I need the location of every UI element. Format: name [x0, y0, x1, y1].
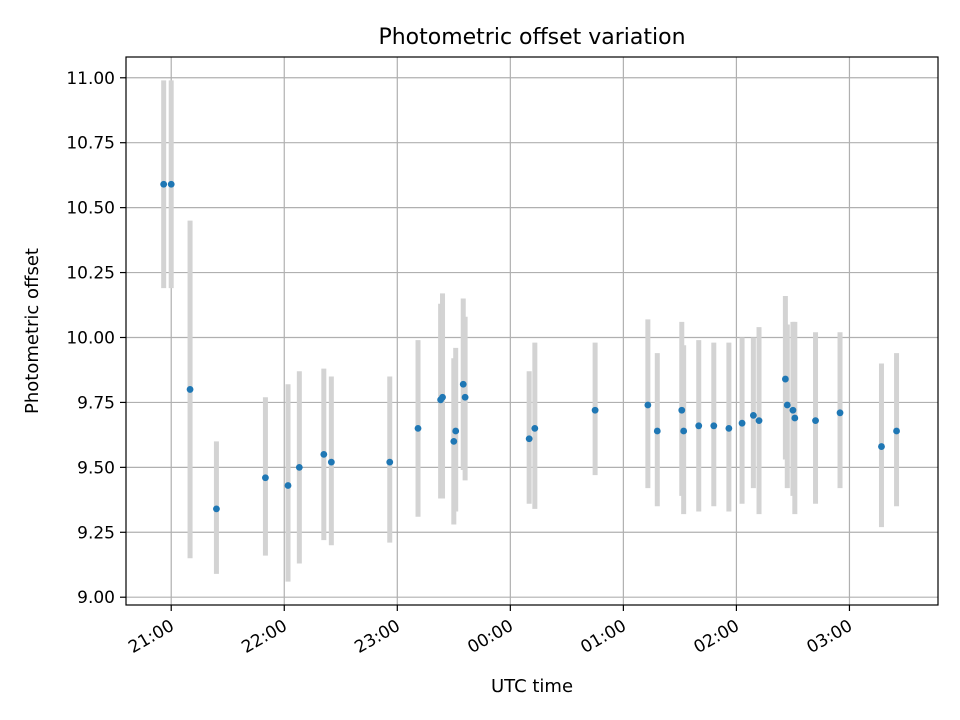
data-point [167, 180, 175, 188]
x-tick-label: 03:00 [804, 616, 856, 658]
x-tick-label: 00:00 [464, 616, 516, 658]
data-point [262, 474, 269, 482]
data-point [450, 437, 458, 445]
data-point [680, 427, 688, 435]
data-point [386, 458, 394, 466]
data-point [878, 443, 885, 450]
y-tick-label: 9.25 [77, 523, 115, 543]
data-point [812, 417, 819, 425]
y-tick-label: 10.50 [66, 199, 115, 219]
data-points [160, 180, 900, 513]
x-tick-label: 01:00 [577, 616, 629, 658]
x-tick-label: 21:00 [125, 616, 177, 658]
error-bars [161, 80, 900, 582]
y-axis-label: Photometric offset [22, 248, 43, 414]
y-tick-label: 9.75 [77, 393, 115, 413]
data-point [781, 375, 789, 383]
data-point [725, 424, 733, 432]
data-point [653, 427, 661, 435]
data-point [414, 424, 422, 432]
chart-title: Photometric offset variation [378, 25, 685, 50]
data-point [893, 427, 900, 435]
data-point [783, 401, 791, 409]
data-point [644, 401, 652, 409]
y-tick-label: 9.00 [77, 588, 115, 608]
y-tick-label: 10.25 [66, 264, 115, 284]
data-point [213, 505, 220, 513]
data-point [710, 422, 718, 430]
data-point [160, 180, 168, 188]
x-tick-label: 02:00 [690, 616, 742, 658]
data-point [789, 406, 797, 414]
data-point [591, 406, 599, 414]
data-point [461, 393, 469, 401]
data-point [295, 463, 303, 471]
data-point [186, 386, 194, 393]
data-point [678, 406, 686, 414]
data-point [284, 482, 292, 489]
grid [126, 57, 938, 605]
data-point [791, 414, 799, 422]
y-tick-label: 10.00 [66, 328, 115, 348]
y-tick-label: 10.75 [66, 134, 115, 154]
data-point [749, 412, 757, 419]
data-point [320, 450, 328, 458]
data-point [738, 419, 746, 427]
data-point [755, 417, 763, 425]
x-axis-label: UTC time [491, 676, 573, 697]
data-point [836, 409, 844, 417]
data-point [531, 424, 539, 432]
data-point [439, 393, 446, 401]
data-point [525, 435, 533, 443]
x-tick-label: 22:00 [238, 616, 290, 658]
data-point [695, 422, 703, 430]
data-point [327, 458, 335, 466]
data-point [452, 427, 460, 435]
y-tick-label: 11.00 [66, 69, 115, 89]
y-tick-label: 9.50 [77, 458, 115, 478]
x-tick-label: 23:00 [351, 616, 403, 658]
plot-area [125, 56, 939, 606]
data-point [459, 380, 467, 388]
